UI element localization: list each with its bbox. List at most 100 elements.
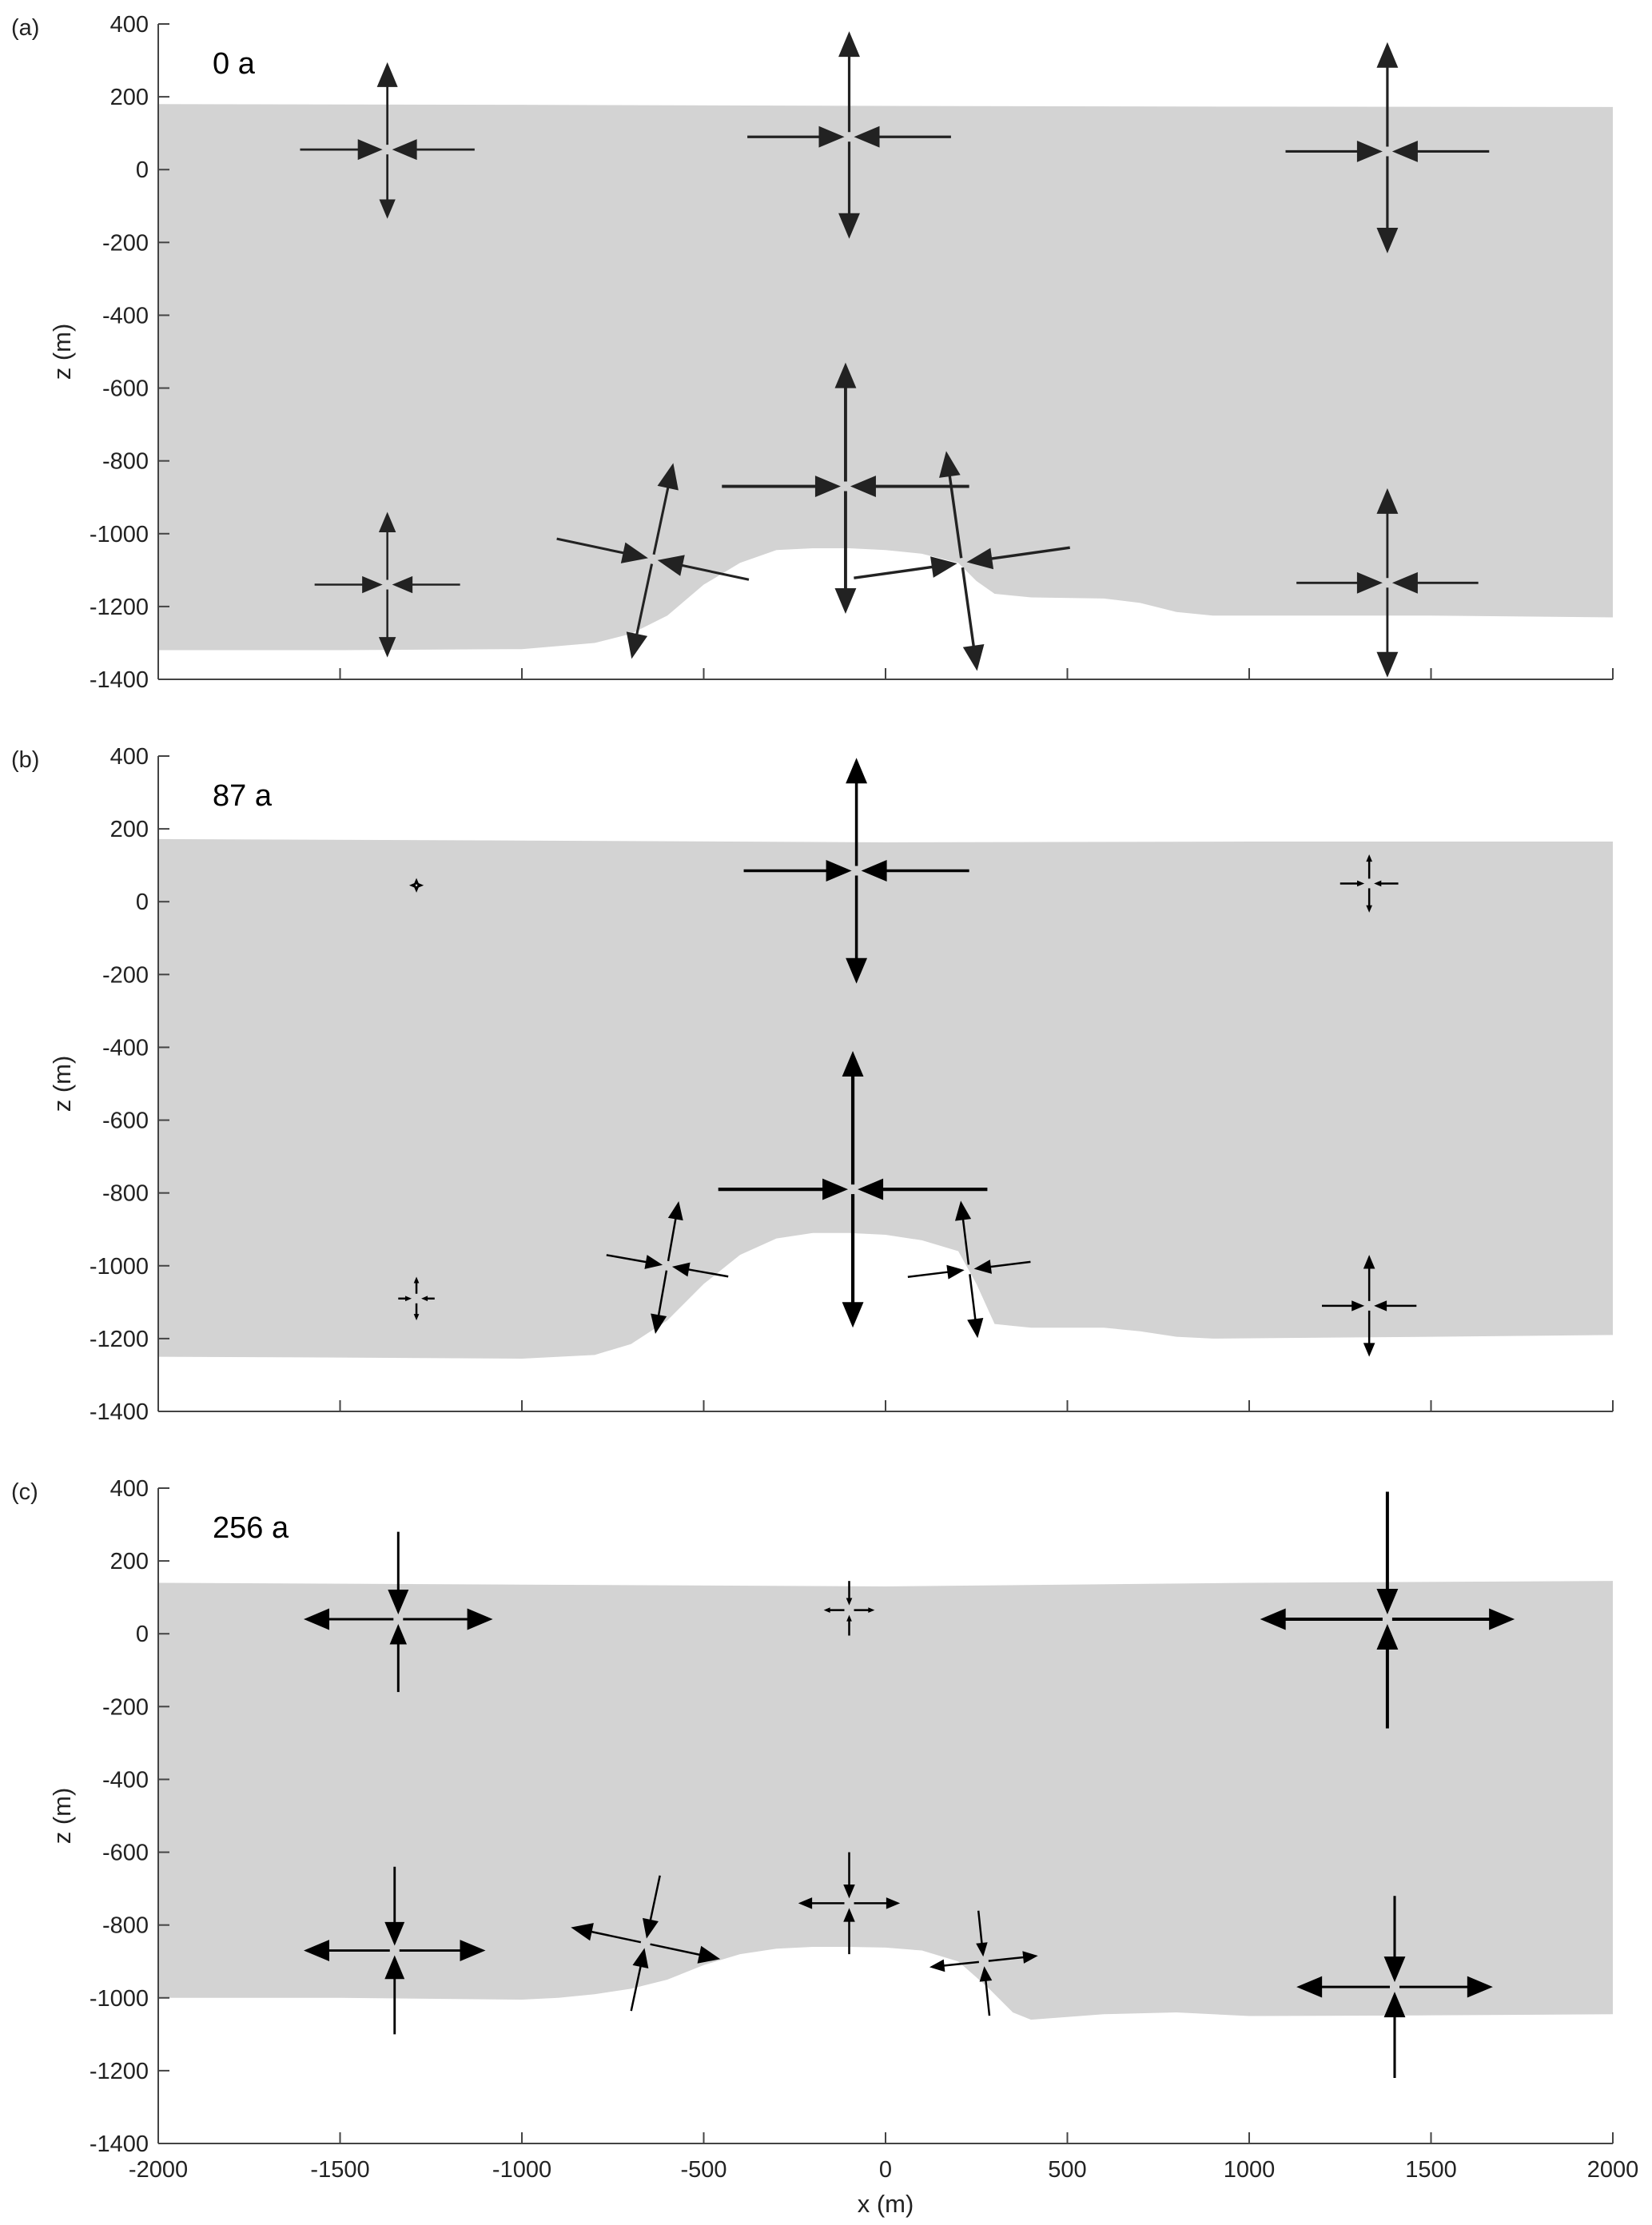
stress-arrow-right — [1374, 880, 1399, 887]
stress-arrow-left — [1340, 880, 1365, 887]
stress-arrow-right — [1391, 1608, 1515, 1630]
y-tick-label: 200 — [110, 1549, 149, 1574]
stress-cross — [854, 451, 1070, 671]
ice-body — [158, 838, 1613, 1359]
y-tick-label: -400 — [102, 303, 149, 328]
stress-cross — [314, 511, 460, 658]
stress-arrow-down — [843, 1908, 855, 1955]
stress-arrow-up — [388, 1531, 409, 1614]
y-tick-label: 200 — [110, 817, 149, 842]
stress-arrow-up — [1383, 1896, 1406, 1983]
stress-arrow-down — [1376, 156, 1399, 253]
stress-arrow-right — [657, 555, 750, 581]
stress-arrow-left — [300, 139, 383, 161]
stress-arrow-left — [1322, 1300, 1365, 1312]
stress-cross — [1296, 1896, 1493, 2078]
y-tick-label: -1200 — [90, 595, 149, 620]
stress-arrow-right — [399, 1940, 486, 1961]
stress-arrow-up — [843, 1852, 855, 1899]
x-tick-label: -1500 — [310, 2157, 369, 2183]
stress-arrow-down — [1376, 1624, 1399, 1729]
y-tick-label: -400 — [102, 1035, 149, 1061]
y-tick-label: -1400 — [90, 2131, 149, 2157]
stress-cross — [747, 31, 951, 239]
stress-cross — [398, 1276, 435, 1321]
y-axis-label: z (m) — [48, 1056, 76, 1112]
x-axis-label: x (m) — [858, 2190, 914, 2218]
stress-arrow-up — [1366, 854, 1372, 879]
stress-arrow-up — [976, 1910, 988, 1957]
stress-arrow-up — [1376, 42, 1399, 147]
stress-cross — [304, 1531, 493, 1693]
stress-arrow-left — [929, 1959, 980, 1972]
y-tick-label: -1000 — [90, 522, 149, 547]
y-tick-label: -800 — [102, 1181, 149, 1207]
stress-arrow-down — [384, 1955, 405, 2035]
stress-arrow-left — [556, 537, 648, 563]
stress-arrow-down — [651, 1270, 668, 1335]
x-tick-label: 2000 — [1587, 2157, 1639, 2183]
y-tick-label: -200 — [102, 1694, 149, 1720]
stress-arrow-left — [907, 1264, 965, 1280]
stress-arrow-up — [413, 878, 420, 885]
stress-arrow-right — [650, 1943, 721, 1964]
stress-cross — [743, 758, 969, 984]
stress-arrow-right — [1374, 1300, 1417, 1312]
stress-arrow-right — [854, 125, 951, 148]
stress-arrow-right — [392, 575, 460, 594]
stress-arrow-down — [389, 1624, 408, 1693]
stress-arrow-down — [834, 491, 857, 614]
stress-arrow-up — [384, 1866, 405, 1946]
stress-arrow-left — [1285, 141, 1383, 162]
stress-arrow-down — [846, 1614, 852, 1636]
stress-arrow-right — [1399, 1976, 1493, 1998]
y-tick-label: -800 — [102, 1913, 149, 1939]
stress-arrow-up — [413, 1276, 420, 1294]
stress-cross — [823, 1581, 875, 1636]
y-tick-label: 0 — [136, 1622, 149, 1647]
y-tick-label: -1000 — [90, 1254, 149, 1280]
x-tick-label: 1500 — [1405, 2157, 1457, 2183]
y-tick-label: -200 — [102, 962, 149, 988]
ice-body — [158, 1581, 1613, 2020]
panel-2: 400 200 0 -200 -400 -600 -800 -1000 -1200 -1400 z … — [11, 744, 1614, 1425]
y-tick-label: 400 — [110, 744, 149, 770]
x-tick-label: -500 — [680, 2157, 726, 2183]
stress-arrow-up — [846, 758, 868, 866]
stress-arrow-left — [304, 1608, 394, 1630]
stress-arrow-up — [838, 31, 860, 133]
panel-1: 400 200 0 -200 -400 -600 -800 -1000 -1200 -1400 z … — [11, 12, 1614, 693]
stress-arrow-right — [861, 860, 969, 882]
y-axis-label: z (m) — [48, 324, 76, 380]
y-tick-label: -400 — [102, 1767, 149, 1793]
stress-arrow-left — [314, 575, 383, 594]
stress-arrow-down — [626, 563, 654, 659]
y-axis-label: z (m) — [48, 1788, 76, 1845]
stress-arrow-right — [1391, 141, 1490, 162]
stress-cross — [1260, 1491, 1515, 1729]
stress-arrow-down — [846, 875, 868, 984]
y-tick-label: -1400 — [90, 667, 149, 693]
x-tick-label: 0 — [879, 2157, 892, 2183]
y-tick-label: -600 — [102, 1109, 149, 1134]
stress-arrow-right — [403, 1608, 493, 1630]
stress-arrow-down — [967, 1274, 984, 1339]
stress-arrow-left — [743, 860, 852, 882]
panel-label: (b) — [11, 747, 39, 773]
y-tick-label: 400 — [110, 12, 149, 38]
stress-arrow-right — [392, 139, 475, 161]
stress-arrow-left — [747, 125, 845, 148]
y-tick-label: 400 — [110, 1476, 149, 1502]
time-label: 87 a — [213, 779, 273, 813]
stress-arrow-right — [966, 546, 1070, 570]
stress-arrow-left — [798, 1897, 845, 1909]
panel-label: (a) — [11, 15, 39, 41]
stress-cross — [718, 1051, 988, 1328]
stress-arrow-left — [571, 1923, 642, 1944]
stress-cross — [1340, 854, 1399, 913]
stress-cross — [929, 1910, 1038, 2016]
stress-arrow-down — [379, 154, 396, 219]
stress-cross — [408, 878, 424, 893]
stress-cross — [1322, 1255, 1417, 1357]
stress-arrow-right — [854, 1607, 875, 1613]
